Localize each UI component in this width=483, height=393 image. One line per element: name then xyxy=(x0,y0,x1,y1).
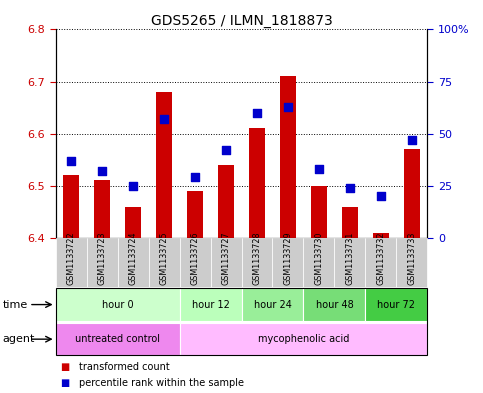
Text: hour 72: hour 72 xyxy=(377,299,415,310)
Text: hour 12: hour 12 xyxy=(192,299,229,310)
Point xyxy=(222,147,230,153)
Bar xyxy=(342,207,358,238)
Text: percentile rank within the sample: percentile rank within the sample xyxy=(79,378,244,388)
Text: time: time xyxy=(2,299,28,310)
Text: GSM1133733: GSM1133733 xyxy=(408,231,416,285)
Bar xyxy=(311,186,327,238)
Text: GSM1133722: GSM1133722 xyxy=(67,231,75,285)
Text: hour 24: hour 24 xyxy=(254,299,291,310)
Text: ■: ■ xyxy=(60,362,70,372)
Text: GSM1133725: GSM1133725 xyxy=(159,231,169,285)
Text: GSM1133727: GSM1133727 xyxy=(222,231,230,285)
Text: hour 48: hour 48 xyxy=(315,299,354,310)
Point xyxy=(98,168,106,174)
Point xyxy=(129,182,137,189)
Bar xyxy=(404,149,420,238)
Text: GSM1133731: GSM1133731 xyxy=(345,231,355,285)
Point xyxy=(160,116,168,122)
Text: GSM1133728: GSM1133728 xyxy=(253,231,261,285)
Text: GSM1133732: GSM1133732 xyxy=(376,231,385,285)
Text: GSM1133726: GSM1133726 xyxy=(190,231,199,285)
Point xyxy=(408,137,416,143)
Bar xyxy=(125,207,141,238)
Text: untreated control: untreated control xyxy=(75,334,160,344)
Bar xyxy=(94,180,110,238)
Bar xyxy=(63,175,79,238)
Bar xyxy=(249,129,265,238)
Point xyxy=(346,185,354,191)
Text: hour 0: hour 0 xyxy=(102,299,133,310)
Point xyxy=(315,166,323,172)
Bar xyxy=(373,233,389,238)
Text: GSM1133723: GSM1133723 xyxy=(98,231,107,285)
Point xyxy=(253,110,261,116)
Bar xyxy=(218,165,234,238)
Point xyxy=(67,158,75,164)
Text: GSM1133729: GSM1133729 xyxy=(284,231,293,285)
Text: GSM1133730: GSM1133730 xyxy=(314,231,324,285)
Bar xyxy=(187,191,203,238)
Text: transformed count: transformed count xyxy=(79,362,170,372)
Point xyxy=(284,103,292,110)
Text: GSM1133724: GSM1133724 xyxy=(128,231,138,285)
Point xyxy=(377,193,385,199)
Text: mycophenolic acid: mycophenolic acid xyxy=(258,334,349,344)
Bar xyxy=(156,92,172,238)
Point xyxy=(191,174,199,180)
Text: GDS5265 / ILMN_1818873: GDS5265 / ILMN_1818873 xyxy=(151,14,332,28)
Text: agent: agent xyxy=(2,334,35,344)
Bar xyxy=(280,76,296,238)
Text: ■: ■ xyxy=(60,378,70,388)
